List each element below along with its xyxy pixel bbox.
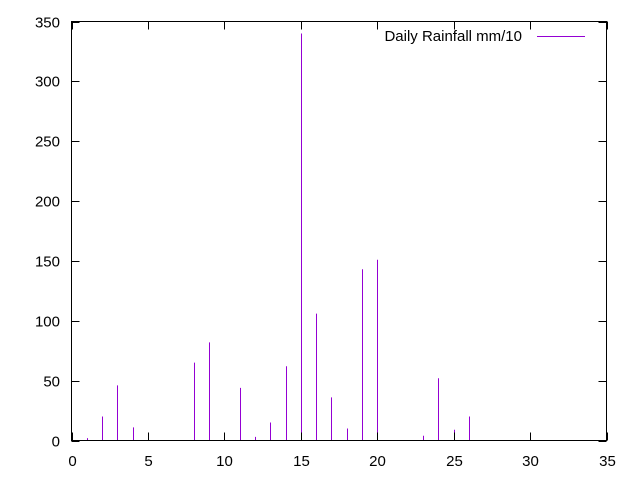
y-tick-label: 250: [35, 134, 60, 151]
x-tick-label: 15: [293, 453, 310, 470]
y-tick-label: 150: [35, 254, 60, 271]
y-tick-label: 0: [52, 434, 60, 451]
legend-label: Daily Rainfall mm/10: [384, 28, 522, 45]
y-tick-label: 350: [35, 15, 60, 32]
y-tick-label: 100: [35, 314, 60, 331]
legend: Daily Rainfall mm/10: [384, 28, 585, 45]
y-tick-label: 300: [35, 74, 60, 91]
y-tick-label: 50: [43, 374, 60, 391]
x-tick-label: 20: [369, 453, 386, 470]
plot-frame: [71, 21, 607, 441]
x-tick-label: 35: [599, 453, 616, 470]
y-tick-label: 200: [35, 194, 60, 211]
x-tick-label: 30: [522, 453, 539, 470]
x-tick-label: 0: [68, 453, 76, 470]
x-tick-label: 5: [144, 453, 152, 470]
x-tick-label: 10: [216, 453, 233, 470]
x-tick-label: 25: [446, 453, 463, 470]
bars-layer: [87, 33, 470, 441]
